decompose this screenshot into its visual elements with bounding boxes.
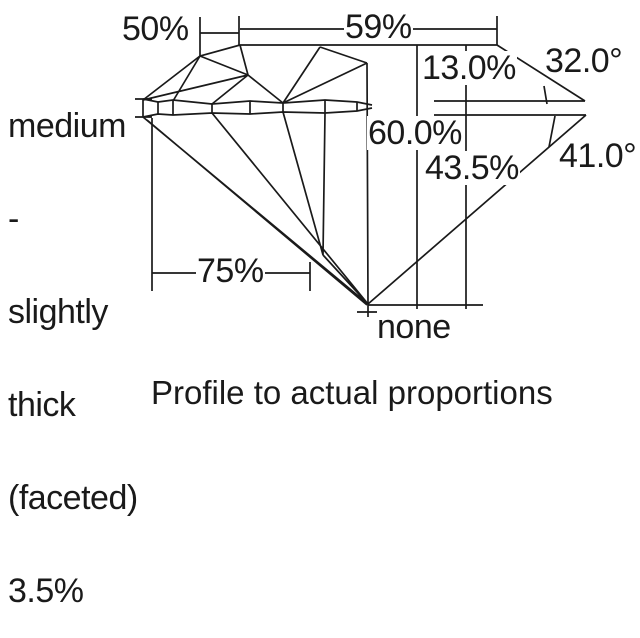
- girdle-top-edge: [142, 98, 373, 106]
- label-pavilion-angle: 41.0°: [559, 137, 637, 175]
- girdle-note-line-1: medium: [8, 107, 126, 145]
- girdle-bottom-edge: [142, 107, 373, 118]
- diamond-proportions-diagram: { "figure": { "measurements": { "star_or…: [8, 8, 637, 608]
- pavilion-facet-lines: [142, 111, 369, 306]
- angle-arc-chords: [543, 85, 556, 148]
- pavilion-facets: [142, 111, 369, 306]
- dim-50pct-line: [199, 16, 240, 56]
- label-50pct: 50%: [122, 10, 189, 48]
- figure-caption: Profile to actual proportions: [151, 374, 553, 411]
- girdle-note-line-5: (faceted): [8, 479, 138, 517]
- diamond-profile-drawing: [135, 16, 587, 317]
- girdle-note-line-2: -: [8, 200, 19, 238]
- label-crown-height-pct: 13.0%: [421, 49, 517, 87]
- girdle-note-line-3: slightly: [8, 293, 108, 331]
- label-crown-angle: 32.0°: [545, 42, 623, 80]
- label-total-depth-pct: 60.0%: [367, 114, 463, 152]
- dimension-lines: [151, 16, 556, 317]
- girdle-band: [135, 98, 373, 118]
- label-table-pct: 59%: [344, 8, 413, 46]
- girdle-note: medium - slightly thick (faceted) 3.5%: [8, 49, 138, 638]
- label-culet: none: [377, 308, 451, 346]
- girdle-facet-ticks: [142, 99, 358, 117]
- label-75pct: 75%: [196, 252, 265, 290]
- label-pavilion-depth-pct: 43.5%: [424, 149, 520, 187]
- culet-cross-tick: [357, 304, 377, 317]
- crown-facets: [142, 44, 369, 305]
- girdle-note-line-4: thick: [8, 386, 76, 424]
- crown-facet-lines: [142, 44, 369, 305]
- girdle-note-line-6: 3.5%: [8, 572, 84, 610]
